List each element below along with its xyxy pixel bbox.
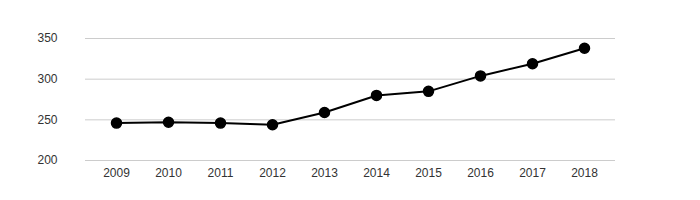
- svg-text:2009: 2009: [103, 166, 130, 180]
- svg-text:300: 300: [37, 72, 57, 86]
- svg-text:2013: 2013: [311, 166, 338, 180]
- svg-text:2010: 2010: [155, 166, 182, 180]
- svg-text:2012: 2012: [259, 166, 286, 180]
- svg-text:250: 250: [37, 113, 57, 127]
- svg-text:2015: 2015: [415, 166, 442, 180]
- svg-text:2017: 2017: [519, 166, 546, 180]
- svg-text:2014: 2014: [363, 166, 390, 180]
- svg-text:200: 200: [37, 153, 57, 167]
- svg-text:2016: 2016: [467, 166, 494, 180]
- svg-text:2011: 2011: [208, 166, 234, 180]
- svg-text:2018: 2018: [571, 166, 598, 180]
- svg-text:350: 350: [37, 31, 57, 45]
